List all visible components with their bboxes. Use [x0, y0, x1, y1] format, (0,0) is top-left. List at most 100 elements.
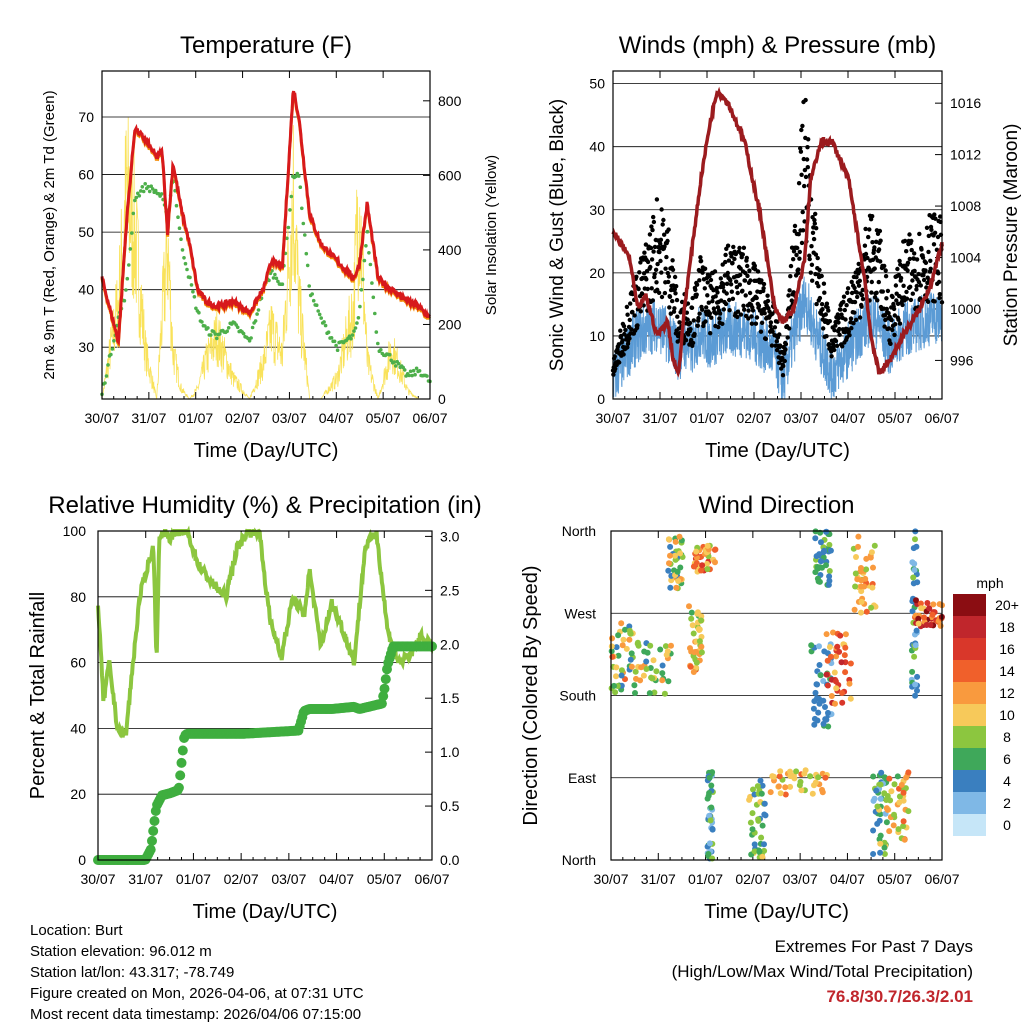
gust-point: [777, 343, 783, 348]
gust-point: [851, 321, 856, 326]
gust-point: [738, 266, 743, 271]
direction-point: [809, 790, 816, 797]
gust-point: [664, 254, 669, 260]
x-tick-label: 02/07: [736, 410, 771, 426]
gust-point: [644, 277, 649, 282]
direction-point: [705, 851, 712, 857]
direction-point: [665, 678, 672, 685]
gust-point: [710, 299, 715, 304]
gust-point: [723, 259, 728, 265]
direction-point: [618, 620, 625, 627]
dewpoint-point: [407, 373, 411, 378]
direction-point: [770, 773, 777, 780]
gust-point: [703, 319, 708, 324]
gust-point: [901, 283, 906, 288]
x-tick-label: 02/07: [224, 871, 259, 887]
direction-point: [810, 705, 817, 712]
dewpoint-point: [141, 189, 146, 194]
gust-point: [649, 224, 654, 229]
direction-point: [847, 695, 854, 702]
direction-point: [689, 622, 696, 629]
direction-point: [823, 671, 830, 678]
direction-point: [870, 851, 877, 857]
gust-point: [627, 336, 632, 341]
gust-point: [717, 316, 722, 321]
direction-point: [759, 822, 766, 829]
direction-point: [801, 770, 808, 777]
direction-point: [751, 841, 758, 848]
direction-point: [900, 823, 907, 830]
y-tick-label: North: [562, 852, 596, 868]
gust-point: [794, 252, 799, 258]
direction-point: [852, 570, 859, 577]
dewpoint-point: [191, 289, 195, 294]
gust-point: [837, 332, 842, 337]
gust-point: [747, 268, 752, 273]
gust-point: [650, 227, 655, 233]
direction-point: [852, 583, 859, 590]
direction-point: [828, 693, 835, 699]
x-tick-label: 30/07: [80, 871, 115, 887]
colorbar-swatch: [953, 616, 986, 638]
x-tick-label: 04/07: [319, 871, 354, 887]
dewpoint-point: [413, 372, 417, 377]
gust-point: [612, 354, 617, 359]
direction-point: [896, 799, 903, 806]
gust-point: [835, 312, 840, 317]
direction-point: [751, 848, 758, 855]
gust-point: [863, 251, 869, 257]
dewpoint-point: [310, 292, 315, 296]
gust-point: [783, 347, 788, 352]
direction-point: [761, 800, 768, 807]
gust-point: [797, 256, 802, 261]
gust-point: [870, 240, 875, 245]
y-tick-label: 30: [78, 339, 94, 355]
direction-point: [640, 672, 647, 679]
direction-point: [817, 672, 824, 679]
direction-point: [665, 536, 672, 543]
gust-point: [746, 316, 751, 321]
dewpoint-point: [149, 184, 153, 188]
gust-point: [787, 326, 792, 331]
direction-point: [868, 604, 875, 611]
x-tick-label: 02/07: [735, 871, 770, 887]
gust-point: [729, 289, 734, 294]
gust-point: [924, 285, 929, 290]
gust-point: [889, 317, 894, 323]
gust-point: [787, 288, 792, 293]
gust-point: [720, 321, 725, 326]
direction-point: [687, 663, 694, 670]
direction-point: [842, 631, 849, 638]
x-tick-label: 05/07: [366, 410, 401, 426]
direction-point: [750, 786, 756, 793]
gust-point: [625, 312, 630, 317]
gust-point: [620, 338, 625, 343]
dewpoint-point: [183, 261, 188, 266]
gust-point: [883, 268, 888, 273]
colorbar-swatch: [953, 594, 986, 616]
gust-point: [651, 214, 656, 220]
gust-point: [725, 270, 730, 276]
direction-point: [913, 627, 920, 634]
direction-point: [831, 669, 838, 676]
direction-point: [884, 793, 891, 799]
dewpoint-point: [131, 211, 136, 216]
dewpoint-point: [349, 336, 353, 341]
gust-point: [892, 332, 897, 338]
gust-point: [651, 219, 657, 225]
gust-point: [845, 290, 850, 295]
direction-point: [776, 773, 783, 780]
direction-point: [851, 606, 858, 613]
direction-point: [915, 620, 922, 627]
direction-point: [913, 597, 919, 604]
direction-point: [881, 851, 888, 857]
dewpoint-point: [182, 255, 186, 260]
gust-point: [666, 227, 671, 232]
direction-point: [662, 643, 669, 650]
dewpoint-point: [143, 182, 147, 186]
dewpoint-point: [273, 272, 277, 277]
gust-point: [651, 249, 656, 254]
gust-point: [811, 236, 817, 242]
direction-point: [651, 689, 658, 696]
gust-point: [821, 281, 827, 286]
